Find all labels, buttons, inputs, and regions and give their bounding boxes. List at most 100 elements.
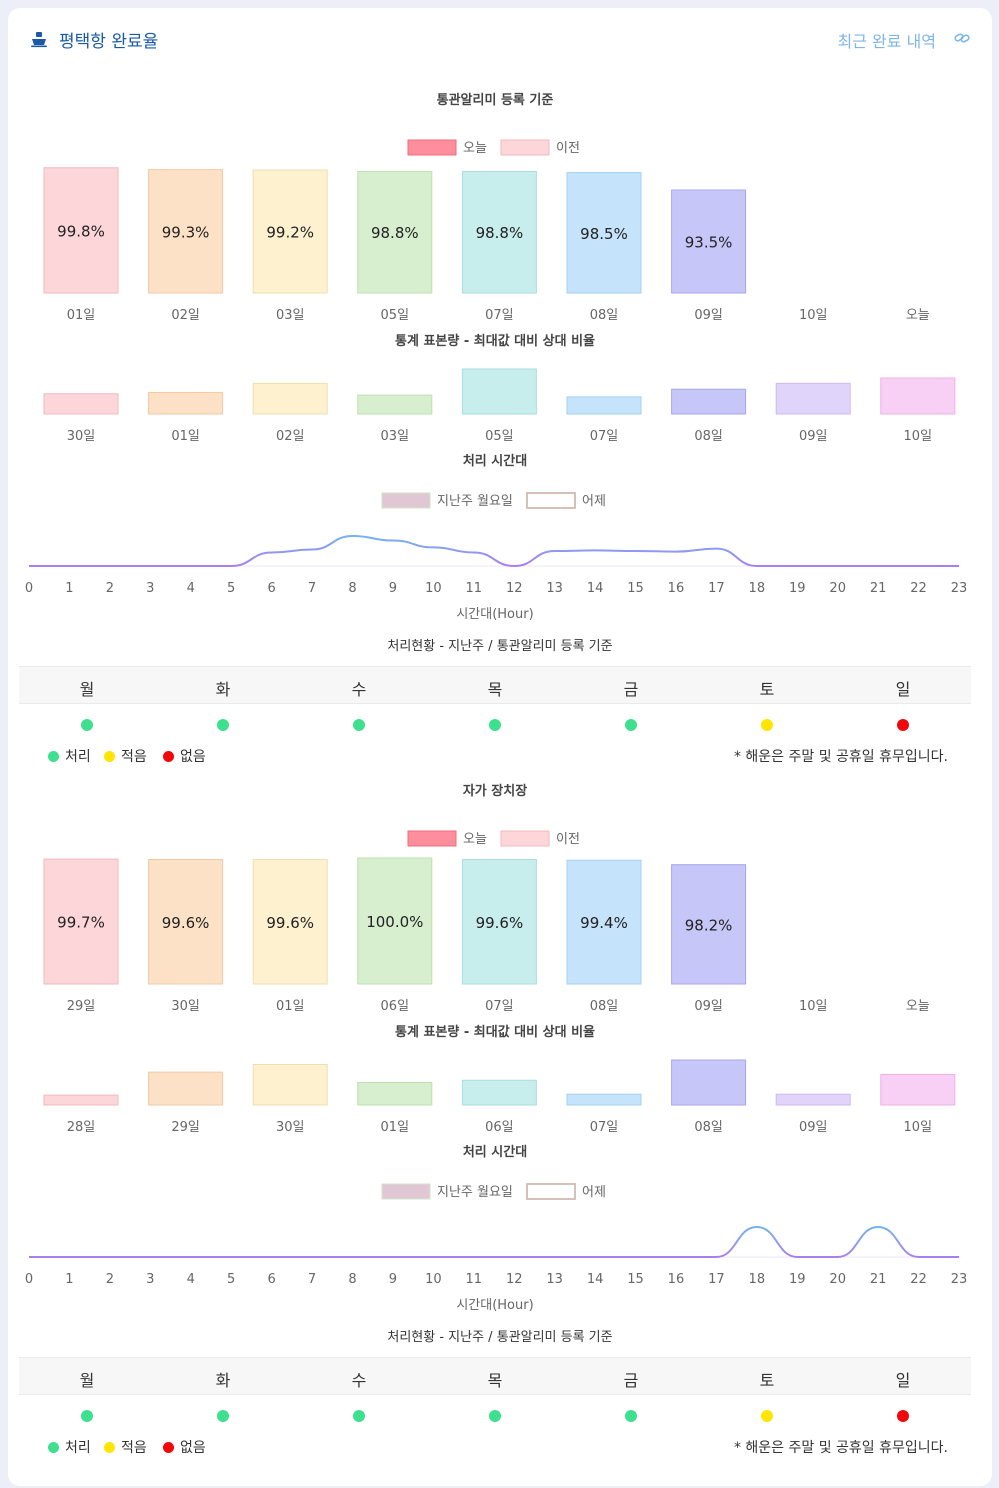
legend-few: 적음 (104, 746, 147, 766)
x-tick-label: 10일 (799, 999, 828, 1014)
legend-yesterday-label[interactable]: 어제 (582, 1185, 606, 1200)
status-dot-icon (625, 719, 637, 731)
weekday-label: 토 (759, 1371, 775, 1390)
bar[interactable] (671, 864, 747, 985)
x-tick-label: 15 (627, 1272, 644, 1287)
bar[interactable] (252, 169, 328, 294)
chart-title: 처리 시간대 (463, 1144, 527, 1160)
series-line[interactable] (28, 534, 959, 568)
weekday-label: 화 (215, 1371, 231, 1390)
legend-lastweek-swatch[interactable] (381, 492, 431, 509)
x-tick-label: 09일 (799, 1120, 828, 1135)
legend-prev-swatch[interactable] (500, 830, 550, 847)
bar-value-label: 99.3% (162, 223, 210, 241)
x-tick-label: 10일 (904, 1120, 933, 1135)
status-dot-icon (897, 719, 909, 731)
bar[interactable] (880, 1073, 956, 1106)
x-tick-label: 30일 (276, 1120, 305, 1135)
x-tick-label: 2 (106, 581, 114, 596)
bar[interactable] (461, 368, 537, 415)
bar[interactable] (357, 1082, 433, 1106)
bar[interactable] (671, 189, 747, 294)
weekday-label: 금 (623, 1371, 639, 1390)
legend-today-swatch[interactable] (407, 139, 457, 156)
bar[interactable] (43, 858, 119, 985)
bar[interactable] (357, 857, 433, 985)
weekend-note: * 해운은 주말 및 공휴일 휴무입니다. (733, 749, 948, 765)
bar[interactable] (775, 382, 851, 415)
x-tick-label: 08일 (694, 1120, 723, 1135)
bar[interactable] (671, 1059, 747, 1106)
recent-completions-link[interactable]: 최근 완료 내역 (837, 32, 937, 51)
x-tick-label: 01일 (381, 1120, 410, 1135)
x-tick-label: 10일 (799, 308, 828, 323)
status-table-title: 처리현황 - 지난주 / 통관알리미 등록 기준 (387, 1330, 613, 1345)
bar-value-label: 99.6% (266, 914, 314, 932)
legend-yesterday-label[interactable]: 어제 (582, 494, 606, 509)
link-icon[interactable] (954, 30, 970, 46)
bar-value-label: 98.8% (371, 224, 419, 242)
legend-today-label[interactable]: 오늘 (463, 141, 487, 156)
bar[interactable] (252, 859, 328, 985)
weekday-label: 일 (895, 1371, 911, 1390)
bar[interactable] (461, 859, 537, 985)
status-dot-icon (761, 1410, 773, 1422)
bar[interactable] (461, 170, 537, 294)
bar[interactable] (148, 1071, 224, 1106)
legend-yesterday-swatch[interactable] (526, 1183, 576, 1200)
legend-today-label[interactable]: 오늘 (463, 832, 487, 847)
page-title: 평택항 완료율 (59, 32, 159, 52)
legend-none: 없음 (163, 1437, 206, 1457)
x-tick-label: 13 (546, 1272, 563, 1287)
legend-prev-swatch[interactable] (500, 139, 550, 156)
series-line[interactable] (28, 1225, 959, 1258)
bar-value-label: 98.2% (685, 916, 733, 934)
bar[interactable] (43, 167, 119, 294)
bar[interactable] (566, 172, 642, 294)
bar[interactable] (148, 391, 224, 415)
bar[interactable] (43, 393, 119, 415)
bar[interactable] (148, 859, 224, 985)
bar[interactable] (566, 396, 642, 415)
x-tick-label: 16 (668, 1272, 685, 1287)
x-tick-label: 오늘 (906, 999, 930, 1014)
x-tick-label: 01일 (171, 429, 200, 444)
bar[interactable] (461, 1079, 537, 1106)
bar[interactable] (43, 1094, 119, 1106)
x-tick-label: 06일 (381, 999, 410, 1014)
bar-value-label: 99.6% (162, 914, 210, 932)
bar[interactable] (671, 388, 747, 415)
legend-prev-label[interactable]: 이전 (556, 141, 580, 156)
legend-today-swatch[interactable] (407, 830, 457, 847)
legend-lastweek-label[interactable]: 지난주 월요일 (437, 494, 513, 509)
legend-yesterday-swatch[interactable] (526, 492, 576, 509)
bar[interactable] (566, 859, 642, 985)
weekend-note: * 해운은 주말 및 공휴일 휴무입니다. (733, 1440, 948, 1456)
x-tick-label: 02일 (171, 308, 200, 323)
x-tick-label: 17 (708, 1272, 725, 1287)
x-tick-label: 0 (25, 581, 33, 596)
bar[interactable] (252, 382, 328, 415)
x-tick-label: 01일 (67, 308, 96, 323)
bar[interactable] (566, 1093, 642, 1106)
legend-processed: 처리 (48, 1437, 91, 1457)
bar-value-label: 99.6% (476, 914, 524, 932)
legend-lastweek-swatch[interactable] (381, 1183, 431, 1200)
bar[interactable] (880, 377, 956, 415)
bar[interactable] (357, 170, 433, 294)
bar[interactable] (252, 1064, 328, 1106)
x-tick-label: 23 (951, 581, 968, 596)
bar[interactable] (357, 394, 433, 415)
legend-prev-label[interactable]: 이전 (556, 832, 580, 847)
x-tick-label: 09일 (799, 429, 828, 444)
bar[interactable] (775, 1093, 851, 1106)
x-tick-label: 1 (65, 581, 73, 596)
legend-processed: 처리 (48, 746, 91, 766)
x-tick-label: 07일 (485, 999, 514, 1014)
x-tick-label: 09일 (694, 999, 723, 1014)
x-tick-label: 6 (267, 581, 275, 596)
hour-line-chart: 처리 시간대 지난주 월요일 어제 0 1 2 3 4 5 6 7 8 9 10 11 12 13 14 15… (25, 453, 968, 622)
x-tick-label: 11 (466, 581, 483, 596)
legend-lastweek-label[interactable]: 지난주 월요일 (437, 1185, 513, 1200)
bar[interactable] (148, 169, 224, 294)
